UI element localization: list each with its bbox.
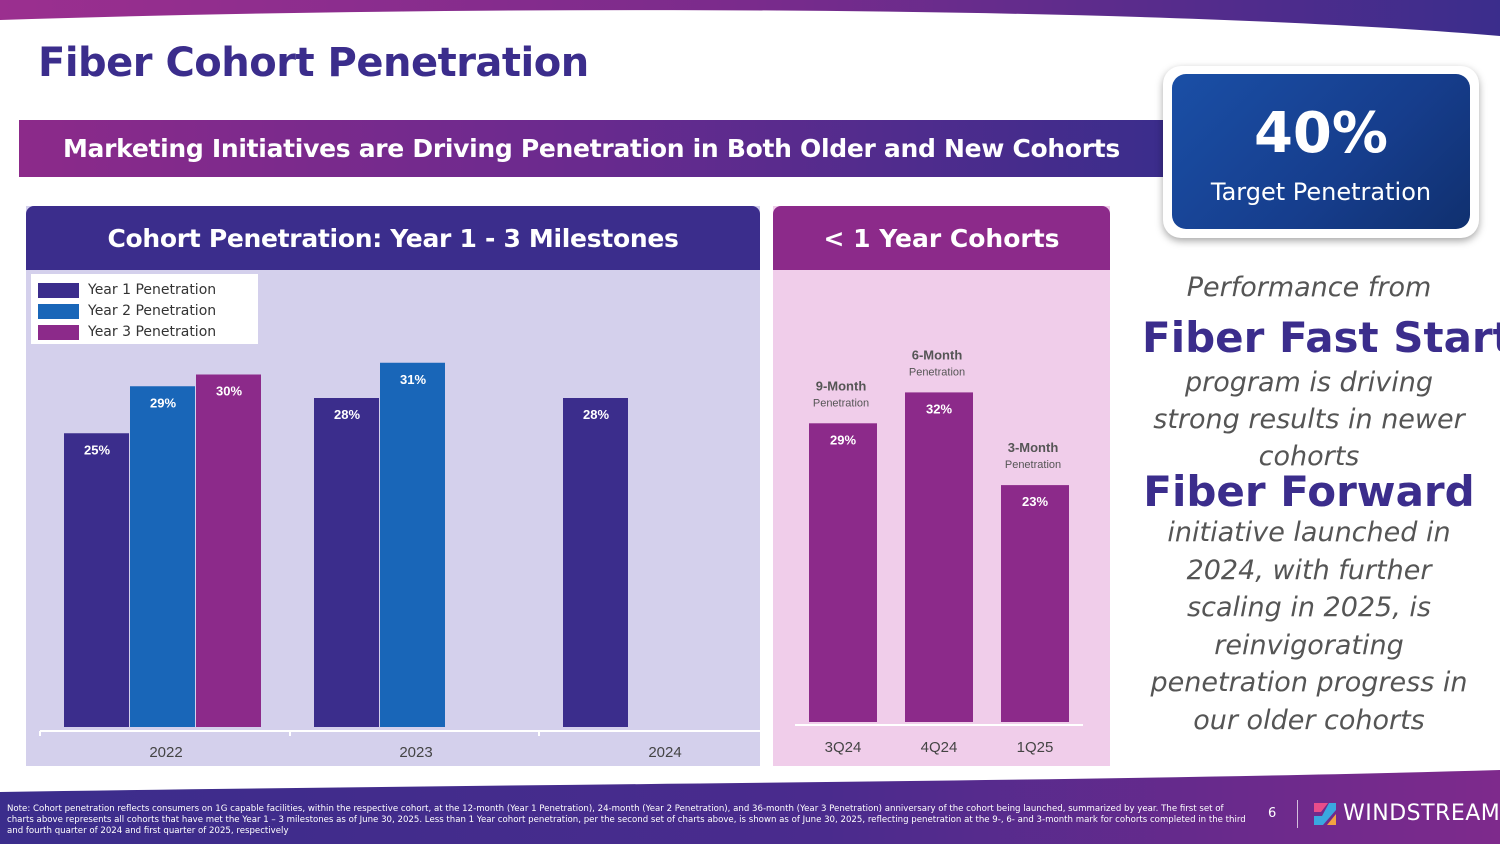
data-label-3Q24: 29% bbox=[830, 432, 856, 447]
bar-2022-year1 bbox=[64, 433, 129, 727]
cohort-milestones-chart: 25% 29% 30% 2022 28% 31% 2023 28% 2024 bbox=[39, 362, 760, 761]
headline-banner: Marketing Initiatives are Driving Penetr… bbox=[19, 120, 1164, 177]
legend-swatch-year3 bbox=[38, 324, 79, 340]
windstream-logo-icon bbox=[1314, 803, 1336, 825]
bar-4Q24 bbox=[905, 392, 973, 722]
recent-cohorts-header: < 1 Year Cohorts bbox=[773, 206, 1110, 270]
target-label: Target Penetration bbox=[1210, 178, 1432, 206]
annotation-1Q25-line2: Penetration bbox=[1005, 459, 1061, 471]
legend-item-year2: Year 2 Penetration bbox=[38, 302, 216, 320]
top-decorative-swoosh bbox=[0, 0, 1500, 36]
x-tick-2022: 2022 bbox=[149, 744, 182, 761]
annotation-3Q24-line2: Penetration bbox=[813, 397, 869, 409]
fiber-fast-start-description: program is driving strong results in new… bbox=[1153, 367, 1465, 472]
page-title: Fiber Cohort Penetration bbox=[38, 40, 589, 86]
legend-label-year2: Year 2 Penetration bbox=[88, 303, 217, 319]
bar-3Q24 bbox=[809, 423, 877, 722]
data-label-2022-year3: 30% bbox=[216, 384, 242, 399]
data-label-2022-year1: 25% bbox=[84, 442, 110, 457]
data-label-2023-year2: 31% bbox=[400, 372, 426, 387]
data-label-4Q24: 32% bbox=[926, 401, 952, 416]
x-tick-2023: 2023 bbox=[399, 744, 432, 761]
annotation-1Q25-line1: 3-Month bbox=[1008, 440, 1059, 455]
fiber-forward-description: initiative launched in 2024, with furthe… bbox=[1150, 517, 1468, 736]
footnote: Note: Cohort penetration reflects consum… bbox=[7, 804, 1246, 836]
bar-2022-year2 bbox=[130, 386, 195, 727]
bar-1Q25 bbox=[1001, 485, 1069, 722]
data-label-2023-year1: 28% bbox=[334, 407, 360, 422]
target-value: 40% bbox=[1253, 101, 1389, 166]
target-penetration-card: 40% Target Penetration bbox=[1163, 66, 1479, 238]
annotation-4Q24-line2: Penetration bbox=[909, 366, 965, 378]
x-tick-1Q25: 1Q25 bbox=[1017, 739, 1054, 756]
annotation-4Q24-line1: 6-Month bbox=[912, 347, 963, 362]
data-label-2024-year1: 28% bbox=[583, 407, 609, 422]
performance-from-text: Performance from bbox=[1186, 272, 1432, 303]
page-number: 6 bbox=[1268, 806, 1277, 821]
x-tick-4Q24: 4Q24 bbox=[921, 739, 958, 756]
x-tick-3Q24: 3Q24 bbox=[825, 739, 862, 756]
annotation-3Q24-line1: 9-Month bbox=[816, 378, 867, 393]
x-tick-2024: 2024 bbox=[648, 744, 681, 761]
legend-label-year1: Year 1 Penetration bbox=[88, 282, 217, 298]
fiber-forward-title: Fiber Forward bbox=[1143, 467, 1475, 516]
chart-legend: Year 1 Penetration Year 2 Penetration Ye… bbox=[31, 274, 258, 344]
cohort-milestones-header: Cohort Penetration: Year 1 - 3 Milestone… bbox=[26, 206, 760, 270]
fiber-fast-start-title: Fiber Fast Start bbox=[1142, 313, 1500, 362]
footer-divider bbox=[1297, 800, 1298, 828]
legend-item-year3: Year 3 Penetration bbox=[38, 323, 216, 341]
legend-item-year1: Year 1 Penetration bbox=[38, 281, 216, 299]
legend-swatch-year1 bbox=[38, 282, 79, 298]
target-card-inner: 40% Target Penetration bbox=[1172, 74, 1470, 229]
bar-2023-year2 bbox=[380, 362, 445, 727]
bar-2023-year1 bbox=[314, 398, 379, 727]
recent-cohorts-chart: 29% 9-Month Penetration 3Q24 32% 6-Month Penet… bbox=[795, 347, 1083, 756]
legend-swatch-year2 bbox=[38, 303, 79, 319]
bar-2024-year1 bbox=[563, 398, 628, 727]
bar-2022-year3 bbox=[196, 374, 261, 727]
data-label-2022-year2: 29% bbox=[150, 395, 176, 410]
legend-label-year3: Year 3 Penetration bbox=[88, 324, 217, 340]
windstream-logo-text: WINDSTREAM bbox=[1343, 801, 1500, 826]
data-label-1Q25: 23% bbox=[1022, 494, 1048, 509]
footer-band bbox=[0, 770, 1500, 844]
